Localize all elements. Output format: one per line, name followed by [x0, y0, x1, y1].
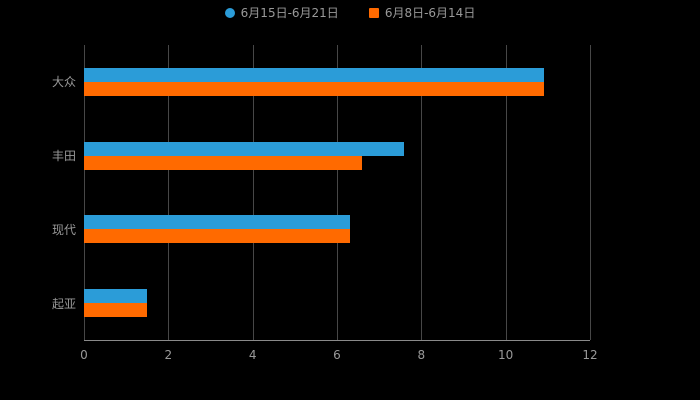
bar[interactable] [84, 141, 405, 156]
gridline [337, 45, 338, 340]
bar[interactable] [84, 67, 544, 82]
category-band [84, 119, 590, 193]
y-category-label: 丰田 [51, 149, 76, 164]
gridline [590, 45, 591, 340]
legend-label-previous-week: 6月8日-6月14日 [384, 6, 476, 20]
x-tick-label: 0 [80, 348, 88, 362]
bar[interactable] [84, 155, 363, 170]
legend-item-previous-week[interactable]: 6月8日-6月14日 [368, 6, 476, 20]
x-tick-label: 6 [333, 348, 341, 362]
legend: 6月15日-6月21日 6月8日-6月14日 [0, 7, 700, 19]
y-category-label: 大众 [51, 75, 76, 90]
gridline [505, 45, 507, 340]
bar[interactable] [84, 289, 148, 304]
bar[interactable] [84, 215, 350, 230]
x-tick-label: 4 [248, 348, 257, 362]
x-axis-labels: 0 2 4 6 8 10 12 [80, 347, 597, 363]
legend-label-current-week: 6月15日-6月21日 [240, 6, 339, 20]
legend-marker-square-icon [368, 8, 379, 18]
y-category-label: 现代 [51, 222, 76, 237]
legend-item-current-week[interactable]: 6月15日-6月21日 [224, 6, 339, 20]
category-band [84, 193, 590, 267]
x-tick-label: 10 [498, 348, 514, 362]
category-band [84, 266, 590, 340]
plot-area [84, 45, 591, 341]
y-category-label: 起亚 [51, 296, 76, 311]
x-tick-label: 12 [582, 348, 598, 362]
bar[interactable] [84, 229, 350, 244]
gridline [84, 45, 85, 340]
gridline [252, 45, 254, 340]
y-axis-labels: 大众 丰田 现代 起亚 [0, 45, 76, 340]
bar[interactable] [84, 303, 148, 318]
x-tick-label: 8 [417, 348, 426, 362]
legend-marker-circle-icon [224, 8, 235, 18]
gridline [421, 45, 423, 340]
bar[interactable] [84, 81, 544, 96]
gridline [168, 45, 170, 340]
category-band [84, 45, 590, 119]
x-tick-label: 2 [164, 348, 173, 362]
